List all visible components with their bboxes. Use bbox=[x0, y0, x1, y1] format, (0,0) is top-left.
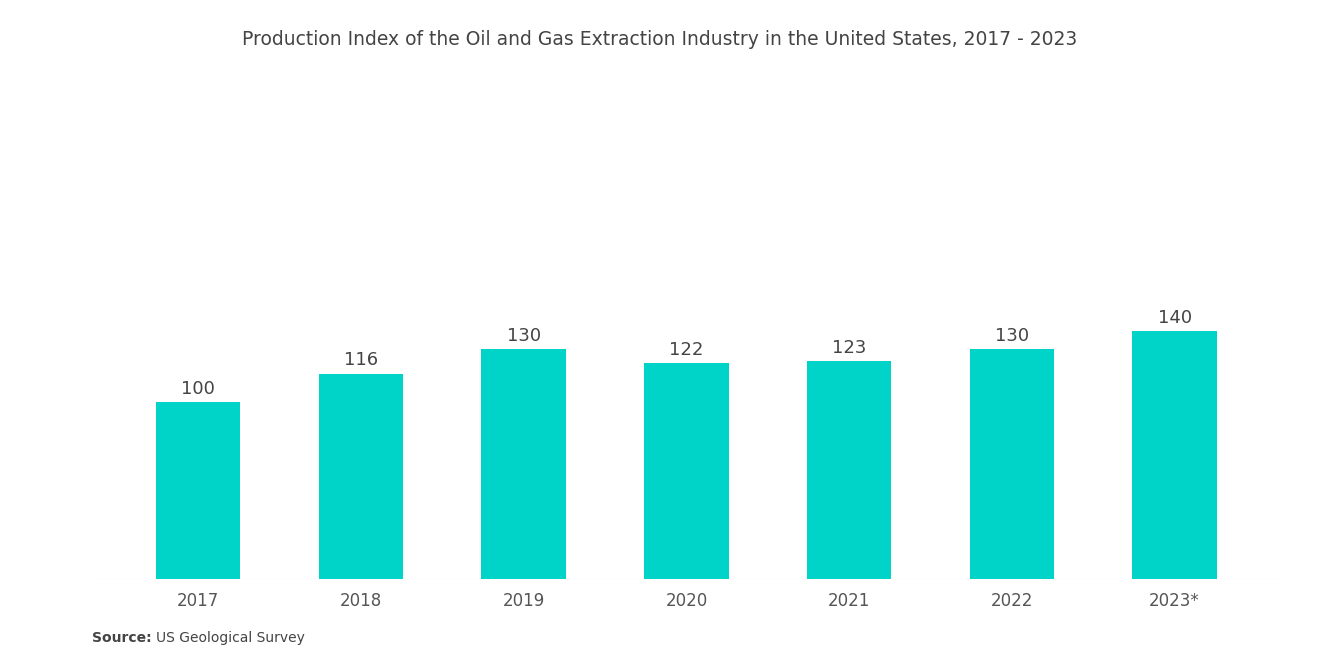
Text: 123: 123 bbox=[832, 339, 866, 357]
Bar bbox=[807, 362, 891, 579]
Text: 116: 116 bbox=[343, 351, 378, 370]
Text: 122: 122 bbox=[669, 341, 704, 359]
Text: 130: 130 bbox=[995, 327, 1030, 344]
Bar bbox=[1133, 331, 1217, 579]
Text: Production Index of the Oil and Gas Extraction Industry in the United States, 20: Production Index of the Oil and Gas Extr… bbox=[243, 30, 1077, 49]
Bar bbox=[644, 363, 729, 579]
Bar bbox=[318, 374, 403, 579]
Bar bbox=[482, 349, 566, 579]
Text: 140: 140 bbox=[1158, 309, 1192, 327]
Bar bbox=[970, 349, 1055, 579]
Text: 100: 100 bbox=[181, 380, 215, 398]
Bar bbox=[156, 402, 240, 579]
Text: 130: 130 bbox=[507, 327, 541, 344]
Text: US Geological Survey: US Geological Survey bbox=[156, 631, 305, 645]
Text: Source:: Source: bbox=[92, 631, 152, 645]
